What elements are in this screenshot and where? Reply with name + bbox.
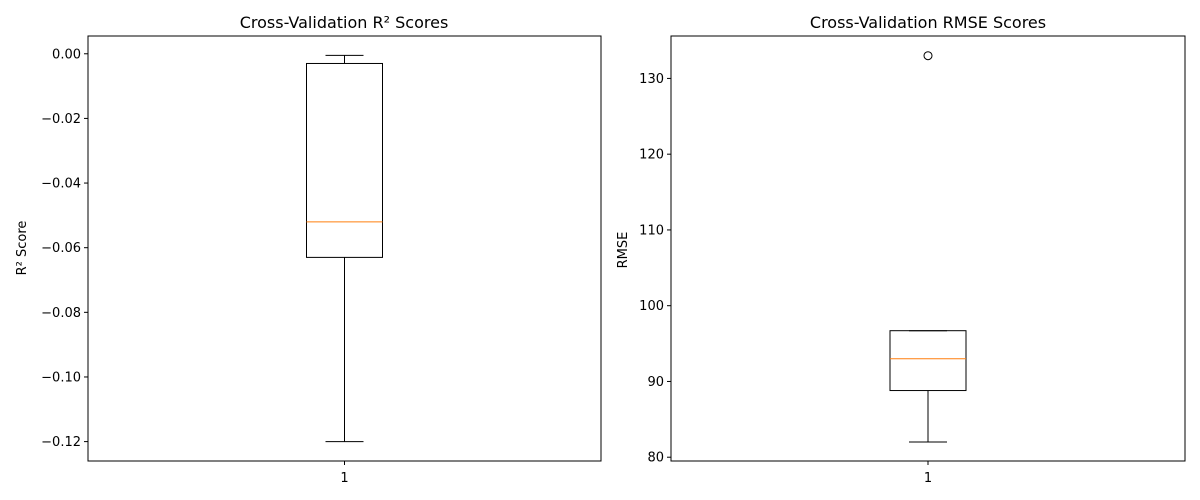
y-tick-label: 80 [647,451,664,466]
x-ticks: 1 [924,461,932,486]
y-tick-label: −0.08 [41,306,81,321]
chart-title: Cross-Validation R² Scores [240,13,449,32]
y-tick-label: −0.04 [41,177,81,192]
y-axis-label: RMSE [616,232,631,269]
y-tick-label: 100 [639,299,664,314]
r2-chart-panel: Cross-Validation R² Scores R² Score 0.00… [15,13,602,486]
y-tick-label: 110 [639,223,664,238]
box-marks [889,51,967,443]
x-ticks: 1 [340,461,349,486]
x-tick-label: 1 [340,471,348,486]
y-tick-label: 90 [647,375,664,390]
y-tick-label: 130 [639,72,664,87]
y-axis-label: R² Score [15,221,30,276]
iqr-box [306,62,383,258]
rmse-chart-panel: Cross-Validation RMSE Scores RMSE 80 90 10… [616,13,1186,486]
box-marks [306,54,383,443]
outlier-point [923,51,933,61]
chart-title: Cross-Validation RMSE Scores [810,13,1046,32]
y-tick-label: −0.02 [41,112,81,127]
iqr-box [889,330,967,392]
y-tick-label: −0.12 [41,435,81,450]
y-ticks: 80 90 100 110 120 130 [639,72,671,466]
y-tick-label: 0.00 [52,47,81,62]
x-tick-label: 1 [924,471,932,486]
y-tick-label: −0.06 [41,241,81,256]
y-tick-label: 120 [639,148,664,163]
y-ticks: 0.00 −0.02 −0.04 −0.06 −0.08 −0.10 −0.12 [41,47,88,450]
y-tick-label: −0.10 [41,370,81,385]
